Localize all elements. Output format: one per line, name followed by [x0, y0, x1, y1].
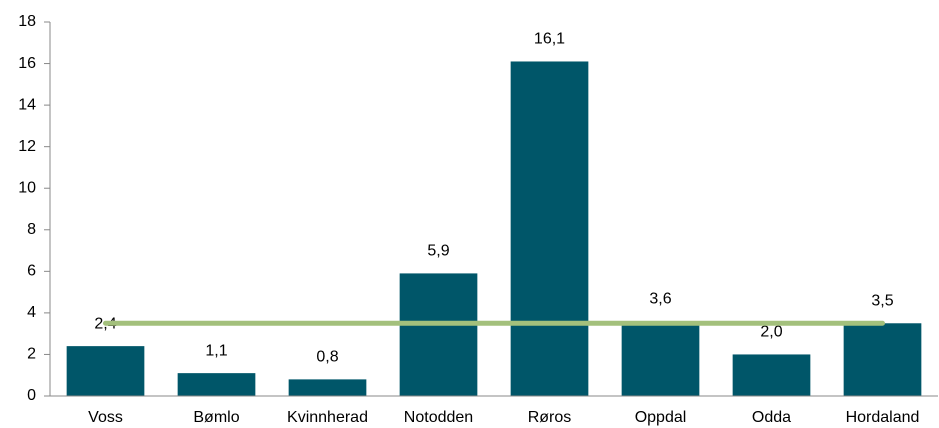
data-label: 5,9	[427, 243, 449, 260]
bar	[66, 346, 145, 396]
x-tick-label: Kvinnherad	[287, 409, 368, 426]
y-tick-label: 14	[18, 96, 36, 113]
data-label: 1,1	[205, 342, 227, 359]
x-tick-label: Bømlo	[193, 409, 239, 426]
bar	[399, 273, 478, 396]
bar	[732, 354, 811, 396]
x-tick-label: Odda	[752, 409, 791, 426]
bar	[843, 323, 922, 396]
bar	[510, 61, 589, 396]
y-tick-label: 4	[27, 304, 36, 321]
y-tick-label: 2	[27, 346, 36, 363]
y-tick-label: 18	[18, 13, 36, 30]
bar	[621, 321, 700, 396]
y-tick-label: 12	[18, 138, 36, 155]
data-label: 16,1	[534, 31, 565, 48]
x-tick-label: Hordaland	[846, 409, 920, 426]
data-label: 3,5	[871, 292, 893, 309]
y-tick-label: 6	[27, 263, 36, 280]
data-label: 0,8	[316, 349, 338, 366]
x-tick-label: Notodden	[404, 409, 473, 426]
y-tick-label: 0	[27, 387, 36, 404]
y-tick-label: 10	[18, 179, 36, 196]
data-label: 2,0	[760, 324, 782, 341]
y-tick-label: 16	[18, 55, 36, 72]
x-tick-label: Røros	[528, 409, 572, 426]
y-tick-label: 8	[27, 221, 36, 238]
bar	[177, 373, 256, 396]
x-tick-label: Oppdal	[635, 409, 687, 426]
data-label: 3,6	[649, 290, 671, 307]
bar	[288, 379, 367, 396]
x-tick-label: Voss	[88, 409, 123, 426]
